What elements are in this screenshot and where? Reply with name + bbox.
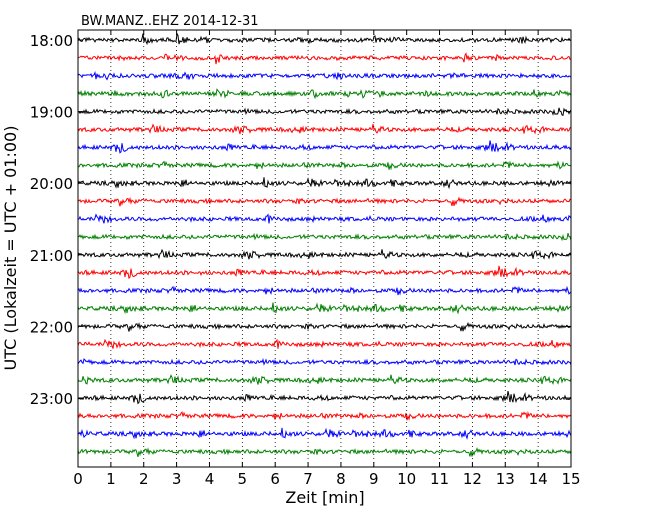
trace-15 [77,285,572,296]
trace-12 [77,232,572,242]
y-axis-label: UTC (Lokalzeit = UTC + 01:00) [1,126,20,371]
trace-14 [77,265,572,280]
trace-7 [77,140,572,154]
x-axis: 0 1 2 3 4 5 6 7 8 9 10 11 12 13 14 15 [73,30,581,488]
trace-21 [77,391,572,405]
trace-13 [77,248,572,260]
trace-22 [77,411,572,421]
x-tick-label: 8 [336,470,346,488]
x-tick-label: 3 [172,470,182,488]
chart-title: BW.MANZ..EHZ 2014-12-31 [81,14,259,29]
x-tick-label: 13 [496,470,515,488]
trace-2 [77,52,572,65]
trace-20 [77,374,572,386]
trace-4 [77,88,572,100]
x-tick-label: 5 [238,470,248,488]
y-tick-label: 23:00 [30,390,73,408]
x-tick-label: 6 [270,470,280,488]
trace-1 [77,32,572,46]
trace-23 [77,427,572,440]
trace-24 [77,447,572,458]
y-tick-label: 19:00 [30,104,73,122]
x-tick-label: 2 [139,470,149,488]
trace-16 [77,302,572,315]
x-tick-label: 0 [73,470,83,488]
x-tick-label: 7 [303,470,313,488]
traces-layer [77,32,572,458]
trace-9 [77,177,572,190]
x-tick-label: 10 [397,470,416,488]
trace-5 [77,107,572,117]
x-tick-label: 1 [106,470,116,488]
y-tick-label: 21:00 [30,247,73,265]
x-tick-label: 12 [463,470,482,488]
x-tick-label: 4 [205,470,215,488]
trace-17 [77,321,572,332]
trace-10 [77,196,572,207]
trace-18 [77,338,572,349]
y-axis: 18:00 19:00 20:00 21:00 22:00 23:00 [30,32,571,408]
trace-8 [77,160,572,171]
x-tick-label: 14 [529,470,548,488]
plot-frame [77,29,572,468]
y-tick-label: 22:00 [30,318,73,336]
grid-layer [110,30,539,467]
trace-11 [77,213,572,224]
trace-6 [77,123,572,135]
x-tick-label: 15 [561,470,580,488]
x-tick-label: 9 [369,470,379,488]
trace-3 [77,70,572,81]
x-tick-label: 11 [430,470,449,488]
trace-19 [77,358,572,366]
x-axis-label: Zeit [min] [285,488,364,507]
y-tick-label: 18:00 [30,32,73,50]
y-tick-label: 20:00 [30,175,73,193]
